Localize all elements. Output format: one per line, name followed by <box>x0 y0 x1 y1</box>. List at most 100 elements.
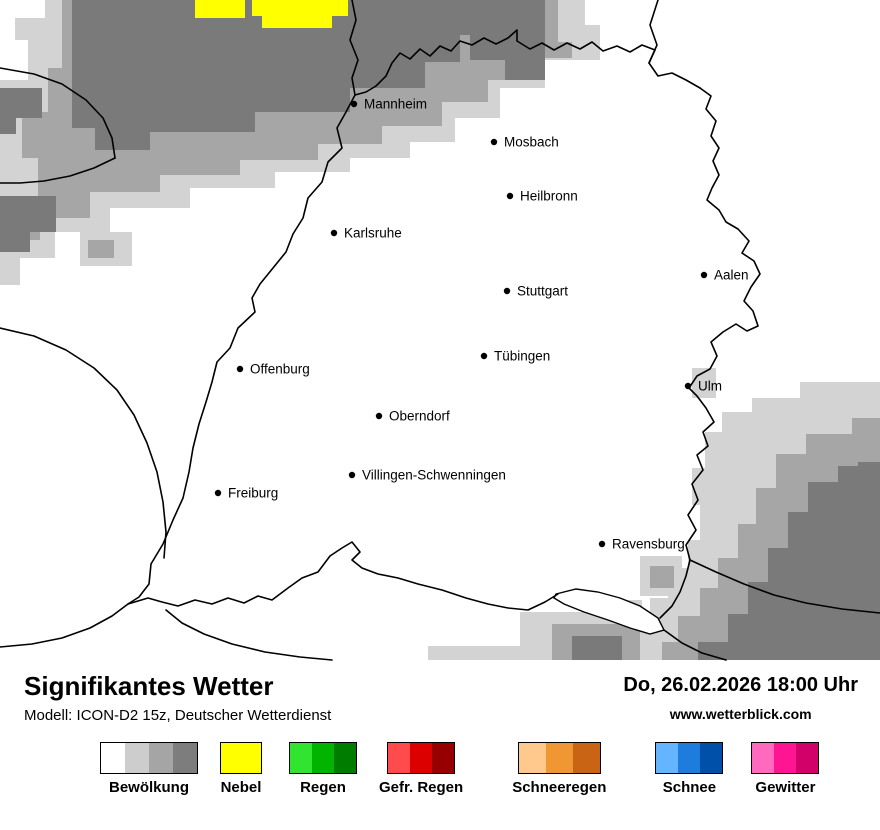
fog-region <box>252 0 348 28</box>
legend-swatch <box>149 742 173 773</box>
city-label: Heilbronn <box>520 189 578 204</box>
city-marker <box>506 192 514 200</box>
city-label: Karlsruhe <box>344 226 402 241</box>
legend-swatch <box>101 742 125 773</box>
legend-label: Schnee <box>662 778 717 796</box>
border-line <box>127 541 559 611</box>
footer-left: Signifikantes Wetter Modell: ICON-D2 15z… <box>24 672 331 724</box>
city-marker <box>684 382 692 390</box>
border-line <box>0 157 116 184</box>
city-marker <box>375 412 383 420</box>
legend-group: Schneeregen <box>512 741 607 796</box>
legend-swatch <box>410 742 433 773</box>
city-label: Ulm <box>698 379 722 394</box>
legend-swatch <box>221 742 261 773</box>
city-label: Tübingen <box>494 349 550 364</box>
fog-region <box>195 0 245 18</box>
legend-swatch <box>432 742 455 773</box>
weather-legend: Bewölkung Nebel Regen Gefr. Regen Schneerege… <box>100 741 858 796</box>
city-marker <box>490 138 498 146</box>
city-label: Oberndorf <box>389 409 450 424</box>
city-label: Ravensburg <box>612 537 685 552</box>
city-marker <box>700 271 708 279</box>
city-label: Freiburg <box>228 486 278 501</box>
city-marker <box>503 287 511 295</box>
city-marker <box>480 352 488 360</box>
cloud-region-medium <box>650 566 674 588</box>
legend-group: Bewölkung <box>100 741 198 796</box>
border-line <box>663 629 727 661</box>
legend-swatch-row <box>517 741 601 774</box>
legend-swatch <box>388 742 411 773</box>
legend-swatch <box>545 742 573 773</box>
city-label: Mannheim <box>364 97 427 112</box>
legend-swatch <box>334 742 356 773</box>
legend-swatch <box>572 742 600 773</box>
legend-label: Regen <box>300 778 346 796</box>
legend-swatch <box>173 742 197 773</box>
border-line <box>127 0 359 605</box>
city-label: Villingen-Schwenningen <box>362 468 506 483</box>
border-line <box>685 87 761 561</box>
forecast-datetime: Do, 26.02.2026 18:00 Uhr <box>623 674 858 696</box>
legend-label: Schneeregen <box>512 778 607 796</box>
legend-swatch <box>752 742 775 773</box>
cloud-region-medium <box>88 240 114 258</box>
city-marker <box>348 471 356 479</box>
weather-map-svg: Mannheim Mosbach Heilbronn Karlsruhe Aalen St… <box>0 0 880 661</box>
legend-group: Gewitter <box>751 741 820 796</box>
legend-swatch-row <box>289 741 357 774</box>
lake-bodensee <box>553 588 666 635</box>
cloud-region-dark <box>698 462 880 660</box>
border-line <box>0 603 129 648</box>
cloud-region-dark <box>72 0 545 150</box>
city-marker <box>236 365 244 373</box>
cloud-region-dark <box>572 636 622 660</box>
border-line <box>0 327 167 559</box>
legend-swatch <box>290 742 312 773</box>
city-marker <box>214 489 222 497</box>
city-label: Mosbach <box>504 135 559 150</box>
weather-map: Mannheim Mosbach Heilbronn Karlsruhe Aalen St… <box>0 0 880 662</box>
cloud-region-dark <box>0 88 42 134</box>
website-label: www.wetterblick.com <box>669 706 812 722</box>
legend-label: Bewölkung <box>108 778 189 796</box>
legend-swatch-row <box>387 741 456 774</box>
border-line <box>659 559 691 619</box>
footer-right: Do, 26.02.2026 18:00 Uhr www.wetterblick… <box>623 674 858 722</box>
city-label: Offenburg <box>250 362 310 377</box>
legend-label: Gewitter <box>755 778 816 796</box>
map-footer: Signifikantes Wetter Modell: ICON-D2 15z… <box>0 662 880 796</box>
legend-group: Nebel <box>220 741 262 796</box>
border-line <box>354 29 701 96</box>
legend-swatch <box>518 742 546 773</box>
legend-swatch-row <box>751 741 820 774</box>
page-title: Signifikantes Wetter <box>24 671 274 701</box>
city-label: Aalen <box>714 268 749 283</box>
legend-swatch <box>656 742 679 773</box>
model-info: Modell: ICON-D2 15z, Deutscher Wetterdie… <box>24 706 332 724</box>
legend-label: Nebel <box>220 778 262 796</box>
legend-swatch <box>125 742 149 773</box>
legend-label: Gefr. Regen <box>379 778 464 796</box>
legend-swatch-row <box>220 741 262 774</box>
legend-swatch <box>700 742 723 773</box>
legend-swatch <box>796 742 819 773</box>
cloud-region-dark <box>0 196 56 252</box>
city-label: Stuttgart <box>517 284 568 299</box>
legend-group: Regen <box>289 741 357 796</box>
border-line <box>0 67 116 159</box>
legend-swatch <box>312 742 334 773</box>
city-marker <box>330 229 338 237</box>
city-marker <box>598 540 606 548</box>
legend-swatch <box>678 742 701 773</box>
cloud-region-light <box>428 646 530 660</box>
border-line <box>689 559 880 614</box>
border-line <box>165 609 333 661</box>
city-marker <box>350 100 358 108</box>
legend-swatch-row <box>655 741 724 774</box>
border-line <box>648 0 659 64</box>
legend-swatch-row <box>100 741 198 774</box>
legend-group: Schnee <box>655 741 724 796</box>
